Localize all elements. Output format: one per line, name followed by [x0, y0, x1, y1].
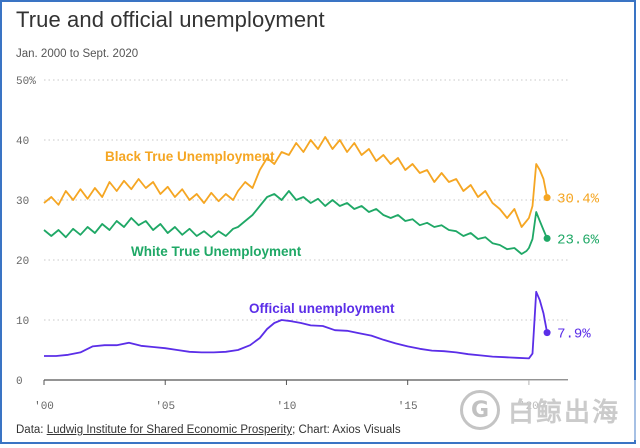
y-tick-label: 50%	[16, 76, 36, 88]
x-tick-label: '10	[277, 401, 297, 413]
series-line-1	[43, 190, 548, 255]
series-annotation-2: Official unemployment	[249, 301, 395, 316]
series-end-point-2	[543, 329, 551, 337]
series-annotation-0: Black True Unemployment	[105, 149, 275, 164]
series-end-label-1: 23.6%	[557, 232, 600, 248]
chart-subtitle: Jan. 2000 to Sept. 2020	[16, 48, 139, 60]
series-line-2	[44, 290, 548, 360]
x-tick-label: '05	[155, 401, 175, 413]
series-annotation-1: White True Unemployment	[131, 244, 302, 259]
series-end-point-1	[543, 234, 551, 242]
watermark: G 白鲸出海	[460, 380, 636, 440]
series-end-label-0: 30.4%	[557, 192, 600, 208]
y-tick-label: 10	[16, 316, 29, 328]
G-circle-logo-icon: G	[460, 390, 500, 430]
source-prefix: Data:	[16, 424, 47, 436]
y-tick-label: 20	[16, 256, 29, 268]
x-tick-label: '15	[398, 401, 418, 413]
x-tick-label: '00	[34, 401, 54, 413]
watermark-text: 白鲸出海	[508, 397, 621, 428]
y-tick-label: 0	[16, 376, 23, 388]
y-tick-label: 30	[16, 196, 29, 208]
chart-title: True and official unemployment	[16, 7, 325, 32]
series-line-0	[43, 136, 548, 228]
y-tick-label: 40	[16, 136, 29, 148]
chart-source: Data: Ludwig Institute for Shared Econom…	[16, 424, 401, 436]
source-suffix: ; Chart: Axios Visuals	[292, 424, 401, 436]
series-end-point-0	[543, 194, 551, 202]
series-end-label-2: 7.9%	[557, 327, 591, 343]
source-link[interactable]: Ludwig Institute for Shared Economic Pro…	[46, 424, 293, 436]
